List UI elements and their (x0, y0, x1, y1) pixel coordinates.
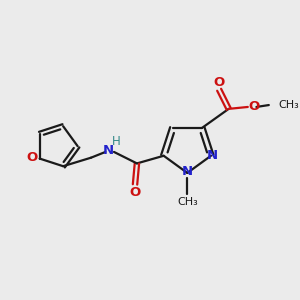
Text: O: O (248, 100, 259, 113)
Text: O: O (214, 76, 225, 88)
Text: O: O (129, 186, 141, 199)
Text: N: N (103, 143, 114, 157)
Text: H: H (112, 135, 120, 148)
Text: CH₃: CH₃ (278, 100, 299, 110)
Text: CH₃: CH₃ (177, 196, 198, 207)
Text: O: O (26, 151, 38, 164)
Text: N: N (182, 166, 193, 178)
Text: N: N (206, 149, 218, 162)
